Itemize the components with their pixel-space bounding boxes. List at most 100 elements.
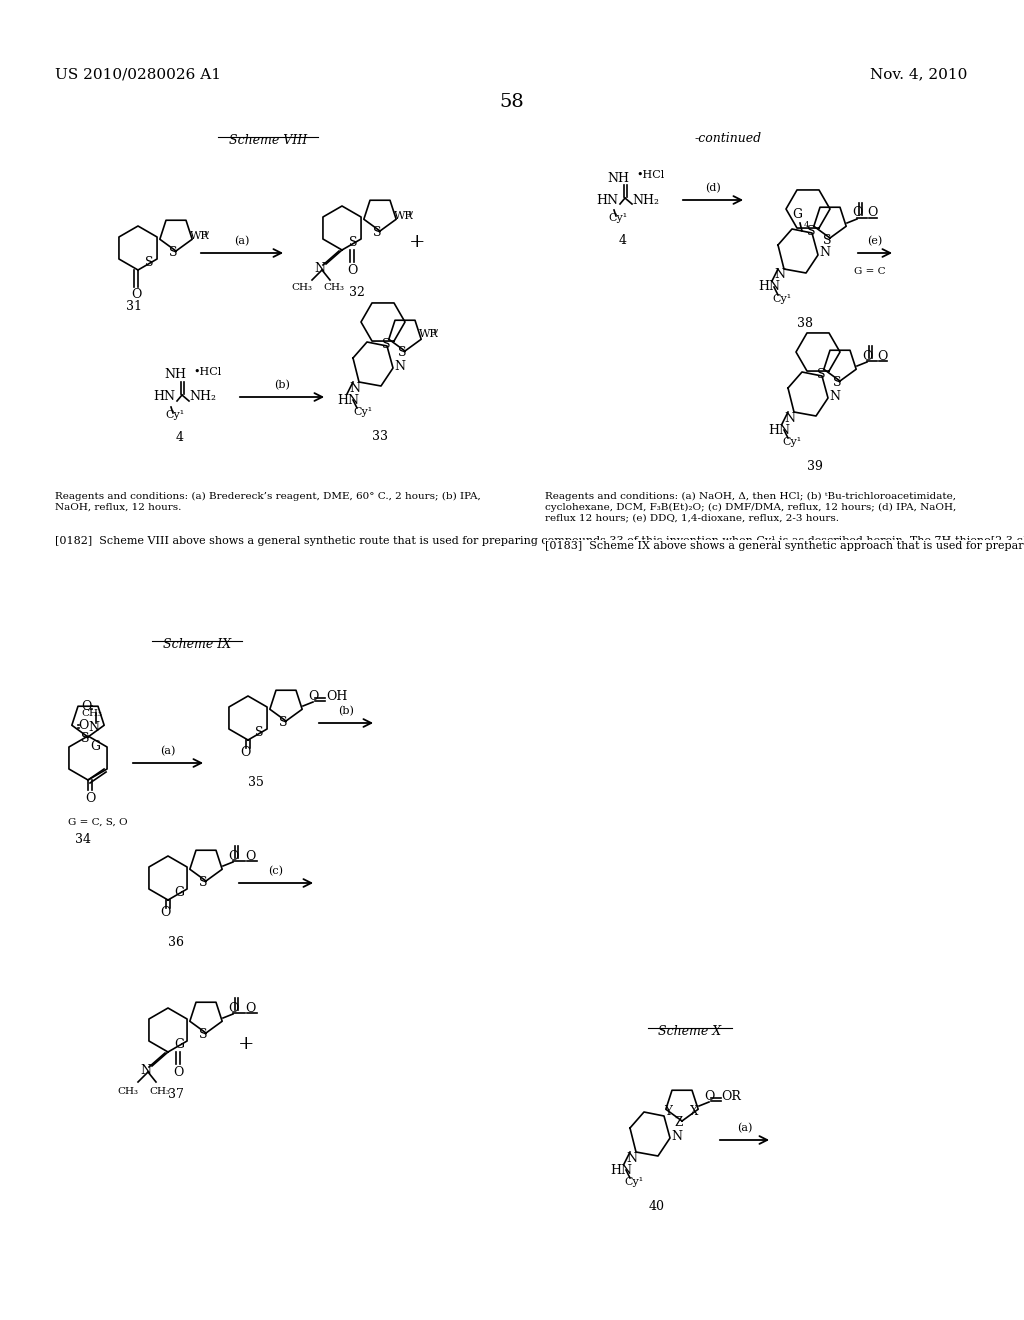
Text: O: O: [245, 1002, 255, 1015]
Text: N: N: [784, 412, 796, 425]
Text: 33: 33: [372, 430, 388, 444]
Text: O: O: [160, 906, 170, 919]
Text: 35: 35: [248, 776, 264, 789]
Text: O: O: [81, 700, 91, 713]
Text: -continued: -continued: [695, 132, 762, 145]
Text: S: S: [382, 338, 390, 351]
Text: NH₂: NH₂: [189, 391, 216, 404]
Text: 39: 39: [807, 459, 823, 473]
Text: N: N: [829, 389, 840, 403]
Text: G = C: G = C: [854, 267, 886, 276]
Text: O: O: [131, 289, 141, 301]
Text: Cy¹: Cy¹: [608, 213, 627, 223]
Text: Scheme VIII: Scheme VIII: [229, 135, 307, 147]
Text: O: O: [308, 689, 318, 702]
Text: OR: OR: [721, 1089, 741, 1102]
Text: 4: 4: [618, 234, 627, 247]
Text: NH₂: NH₂: [632, 194, 659, 206]
Text: HN: HN: [610, 1163, 632, 1176]
Text: (d): (d): [706, 183, 721, 193]
Text: y: y: [203, 228, 208, 238]
Text: HN: HN: [153, 391, 175, 404]
Text: S: S: [833, 376, 842, 389]
Text: S: S: [199, 876, 207, 890]
Text: CH₃: CH₃: [82, 709, 102, 718]
Text: CH₃: CH₃: [324, 282, 344, 292]
Text: N: N: [774, 268, 785, 281]
Text: G: G: [90, 741, 100, 754]
Text: S: S: [373, 227, 381, 239]
Text: O: O: [85, 792, 95, 804]
Text: Scheme IX: Scheme IX: [163, 638, 231, 651]
Text: O: O: [877, 350, 888, 363]
Text: WR: WR: [190, 231, 210, 242]
Text: 31: 31: [126, 300, 142, 313]
Text: N: N: [314, 261, 326, 275]
Text: G: G: [792, 209, 802, 222]
Text: S: S: [349, 235, 357, 248]
Text: O: O: [852, 206, 862, 219]
Text: OH: OH: [326, 689, 347, 702]
Text: Cy¹: Cy¹: [353, 407, 372, 417]
Text: Scheme X: Scheme X: [658, 1026, 722, 1038]
Text: N: N: [349, 381, 360, 395]
Text: 36: 36: [168, 936, 184, 949]
Text: S: S: [199, 1028, 207, 1041]
Text: N: N: [140, 1064, 152, 1077]
Text: O: O: [347, 264, 357, 276]
Text: CH₃: CH₃: [150, 1086, 171, 1096]
Text: (c): (c): [268, 866, 284, 876]
Text: Nov. 4, 2010: Nov. 4, 2010: [870, 67, 968, 81]
Text: HN: HN: [758, 281, 780, 293]
Text: O: O: [173, 1065, 183, 1078]
Text: N: N: [89, 721, 99, 734]
Text: +: +: [409, 234, 425, 251]
Text: Reagents and conditions: (a) NaOH, Δ, then HCl; (b) ᵗBu-trichloroacetimidate,
cy: Reagents and conditions: (a) NaOH, Δ, th…: [545, 492, 956, 523]
Text: •HCl: •HCl: [193, 367, 221, 378]
Text: 40: 40: [649, 1200, 665, 1213]
Text: S: S: [255, 726, 263, 738]
Text: 4: 4: [804, 220, 810, 228]
Text: N: N: [394, 359, 406, 372]
Text: 32: 32: [349, 286, 365, 300]
Text: Cy¹: Cy¹: [782, 437, 801, 447]
Text: Cy¹: Cy¹: [165, 411, 184, 420]
Text: HN: HN: [768, 424, 790, 437]
Text: G: G: [174, 886, 184, 899]
Text: (b): (b): [274, 380, 290, 391]
Text: S: S: [279, 717, 288, 730]
Text: S: S: [822, 234, 831, 247]
Text: (a): (a): [161, 746, 176, 756]
Text: Cy¹: Cy¹: [772, 294, 792, 304]
Text: (a): (a): [737, 1123, 753, 1133]
Text: [0182]  Scheme VIII above shows a general synthetic route that is used for prepa: [0182] Scheme VIII above shows a general…: [55, 535, 1024, 545]
Text: NH: NH: [607, 172, 629, 185]
Text: y: y: [432, 327, 437, 335]
Text: 4: 4: [176, 432, 184, 444]
Text: •HCl: •HCl: [636, 170, 665, 180]
Text: [0183]  Scheme IX above shows a general synthetic approach that is used for prep: [0183] Scheme IX above shows a general s…: [545, 540, 1024, 550]
Text: N: N: [819, 247, 830, 260]
Text: 38: 38: [797, 317, 813, 330]
Text: X: X: [690, 1105, 698, 1118]
Text: S: S: [397, 346, 407, 359]
Text: HN: HN: [337, 393, 359, 407]
Text: Reagents and conditions: (a) Bredereck’s reagent, DME, 60° C., 2 hours; (b) IPA,: Reagents and conditions: (a) Bredereck’s…: [55, 492, 480, 512]
Text: 58: 58: [500, 92, 524, 111]
Text: y: y: [407, 209, 412, 216]
Text: (e): (e): [867, 236, 883, 246]
Text: O: O: [227, 850, 239, 862]
Text: O: O: [703, 1089, 714, 1102]
Text: S: S: [817, 367, 825, 380]
Text: +: +: [238, 1035, 254, 1053]
Text: 34: 34: [75, 833, 91, 846]
Text: Z: Z: [675, 1117, 683, 1130]
Text: Cy¹: Cy¹: [624, 1177, 643, 1187]
Text: O: O: [79, 719, 89, 731]
Text: WR: WR: [394, 211, 414, 220]
Text: US 2010/0280026 A1: US 2010/0280026 A1: [55, 67, 221, 81]
Text: CH₃: CH₃: [292, 282, 312, 292]
Text: O: O: [227, 1002, 239, 1015]
Text: G: G: [174, 1038, 184, 1051]
Text: 37: 37: [168, 1088, 184, 1101]
